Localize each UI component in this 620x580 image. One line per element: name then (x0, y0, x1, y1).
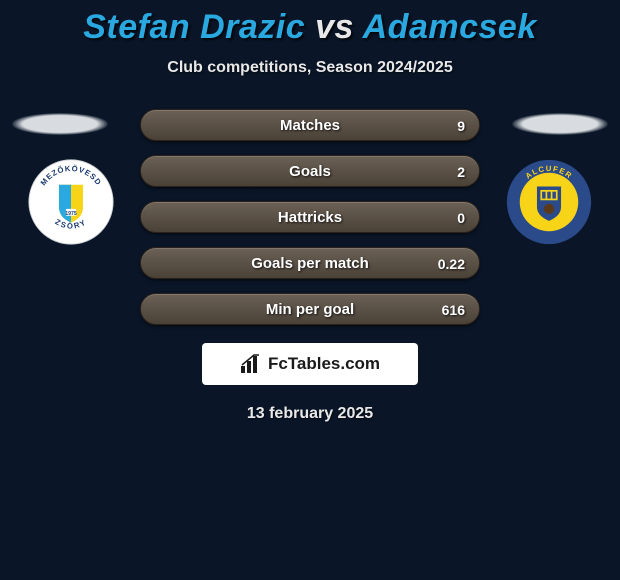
comparison-title: Stefan Drazic vs Adamcsek (0, 0, 620, 47)
club-badge-right: ALCUFER GYIRMÓT FC GYŐR (506, 159, 592, 245)
stat-label: Min per goal (266, 294, 354, 326)
date-text: 13 february 2025 (0, 405, 620, 423)
shadow-ellipse-right (512, 113, 608, 135)
stat-row-min-per-goal: Min per goal 616 (140, 293, 480, 325)
stat-rows: Matches 9 Goals 2 Hattricks 0 Goals per … (140, 109, 480, 325)
player2-name: Adamcsek (363, 8, 537, 46)
stat-right-value: 2 (457, 156, 465, 188)
stat-label: Hattricks (278, 202, 342, 234)
stat-label: Matches (280, 110, 340, 142)
player1-name: Stefan Drazic (83, 8, 305, 46)
vs-separator: vs (315, 8, 354, 46)
stat-right-value: 0 (457, 202, 465, 234)
stat-row-hattricks: Hattricks 0 (140, 201, 480, 233)
bar-chart-icon (240, 354, 262, 374)
stat-label: Goals per match (251, 248, 369, 280)
badge-left-year: 1975 (65, 211, 77, 217)
stat-right-value: 616 (442, 294, 465, 326)
brand-box[interactable]: FcTables.com (202, 343, 418, 385)
stats-area: MEZŐKÖVESD ZSÓRY 1975 ALCUFER GYIRMÓT FC (0, 109, 620, 423)
subtitle: Club competitions, Season 2024/2025 (0, 59, 620, 77)
stat-right-value: 0.22 (438, 248, 465, 280)
club-badge-left: MEZŐKÖVESD ZSÓRY 1975 (28, 159, 114, 245)
brand-text: FcTables.com (268, 354, 380, 374)
mezokovesd-zsory-badge-svg: MEZŐKÖVESD ZSÓRY 1975 (28, 159, 114, 245)
stat-row-goals: Goals 2 (140, 155, 480, 187)
stat-row-matches: Matches 9 (140, 109, 480, 141)
gyirmot-fc-gyor-badge-svg: ALCUFER GYIRMÓT FC GYŐR (506, 159, 592, 245)
shadow-ellipse-left (12, 113, 108, 135)
stat-row-goals-per-match: Goals per match 0.22 (140, 247, 480, 279)
stat-label: Goals (289, 156, 331, 188)
stat-right-value: 9 (457, 110, 465, 142)
